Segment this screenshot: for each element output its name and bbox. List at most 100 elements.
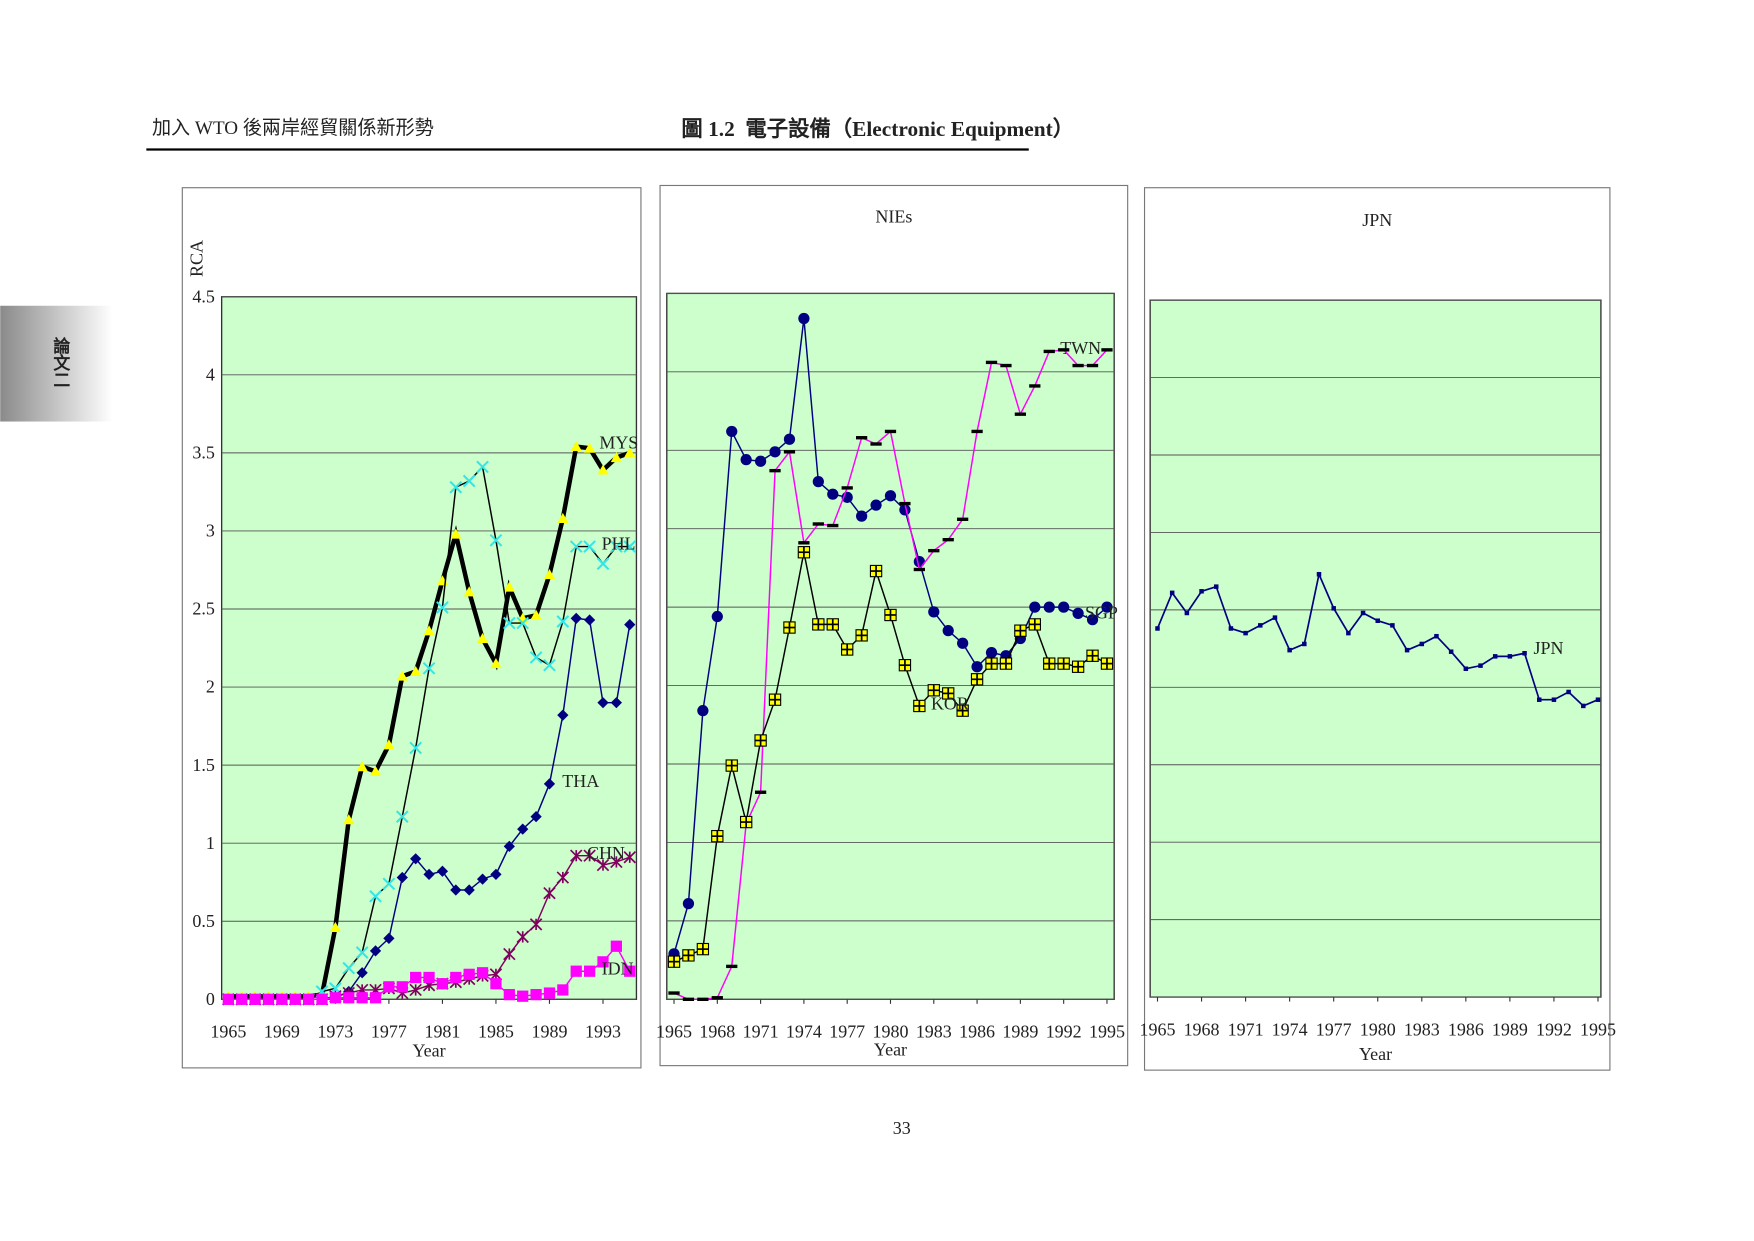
marker-part [410, 853, 422, 865]
marker [583, 849, 596, 862]
marker [355, 946, 369, 959]
marker-part [450, 884, 462, 896]
marker [1043, 657, 1056, 670]
marker-part [682, 898, 695, 910]
marker-part [711, 610, 723, 623]
marker [1595, 697, 1601, 702]
marker-part [396, 871, 408, 884]
marker [463, 968, 475, 980]
marker [395, 810, 409, 823]
marker [396, 871, 408, 884]
marker [769, 446, 781, 458]
x-tick-label: 1971 [743, 1022, 779, 1042]
marker [754, 790, 767, 794]
marker-part [289, 993, 301, 1005]
marker [543, 569, 556, 580]
marker [262, 993, 275, 1005]
marker [529, 651, 543, 664]
marker-part [543, 987, 556, 999]
marker-part [383, 739, 395, 750]
side-tab-text: 論文二 [50, 336, 69, 388]
marker-part [1101, 348, 1113, 352]
marker-part [503, 989, 515, 1001]
marker-part [1072, 363, 1084, 368]
marker [462, 474, 476, 488]
marker [1272, 615, 1278, 620]
marker [1169, 590, 1175, 596]
marker-part [516, 616, 530, 630]
marker-part [841, 486, 853, 490]
marker [450, 528, 462, 539]
marker [276, 993, 288, 1005]
marker [1551, 697, 1557, 702]
marker [1014, 412, 1026, 416]
marker [1058, 601, 1070, 613]
marker-part [410, 665, 422, 676]
marker-part [355, 946, 369, 959]
marker-part [557, 512, 569, 523]
marker [596, 557, 610, 571]
marker-part [1029, 384, 1041, 388]
marker-part [436, 601, 449, 614]
marker [1057, 657, 1070, 670]
series-label: SGP [1085, 602, 1118, 622]
marker [222, 993, 234, 1005]
marker-part [957, 637, 969, 649]
marker [856, 510, 868, 522]
marker [739, 815, 753, 829]
y-tick-label: 2 [206, 677, 215, 697]
marker [1101, 601, 1113, 613]
marker-part [557, 709, 569, 721]
marker-part [395, 810, 409, 823]
marker [783, 450, 796, 454]
x-tick-label: 1992 [1536, 1019, 1572, 1039]
marker [899, 501, 911, 506]
x-tick-label: 1968 [699, 1022, 735, 1042]
marker-part [530, 609, 542, 620]
marker [356, 967, 368, 979]
marker [623, 851, 636, 864]
side-tab [0, 305, 113, 422]
marker-part [557, 984, 569, 996]
marker [1029, 384, 1041, 388]
marker-part [610, 451, 622, 463]
x-tick-label: 1983 [916, 1022, 952, 1042]
marker-part [422, 662, 436, 675]
marker-part [798, 541, 810, 545]
marker [596, 858, 610, 872]
marker-part [343, 814, 355, 825]
marker-part [583, 614, 596, 626]
marker [697, 997, 709, 1002]
marker-part [769, 446, 781, 458]
plot-area [1149, 299, 1602, 998]
marker [1360, 610, 1366, 616]
marker [1419, 641, 1425, 647]
x-axis-label: Year [874, 1040, 907, 1060]
marker-part [369, 945, 382, 957]
marker [928, 606, 940, 618]
marker [971, 661, 983, 673]
marker [1331, 606, 1336, 611]
marker [570, 849, 583, 862]
marker [899, 504, 911, 516]
marker [884, 490, 897, 502]
marker-part [517, 990, 529, 1002]
marker [329, 992, 342, 1004]
marker-part [490, 978, 502, 990]
marker-part [726, 964, 738, 969]
marker-part [1101, 601, 1113, 613]
marker [422, 662, 436, 675]
x-tick-label: 1968 [1184, 1019, 1220, 1039]
marker-part [1360, 610, 1366, 616]
marker [1302, 641, 1307, 647]
marker-part [423, 971, 435, 984]
marker-part [262, 993, 275, 1005]
marker [927, 684, 940, 697]
marker-part [369, 889, 382, 903]
marker-part [342, 961, 356, 975]
marker-part [1492, 654, 1498, 659]
marker-part [1086, 363, 1099, 368]
marker-part [503, 840, 515, 852]
marker [797, 546, 811, 559]
marker-part [356, 992, 368, 1004]
